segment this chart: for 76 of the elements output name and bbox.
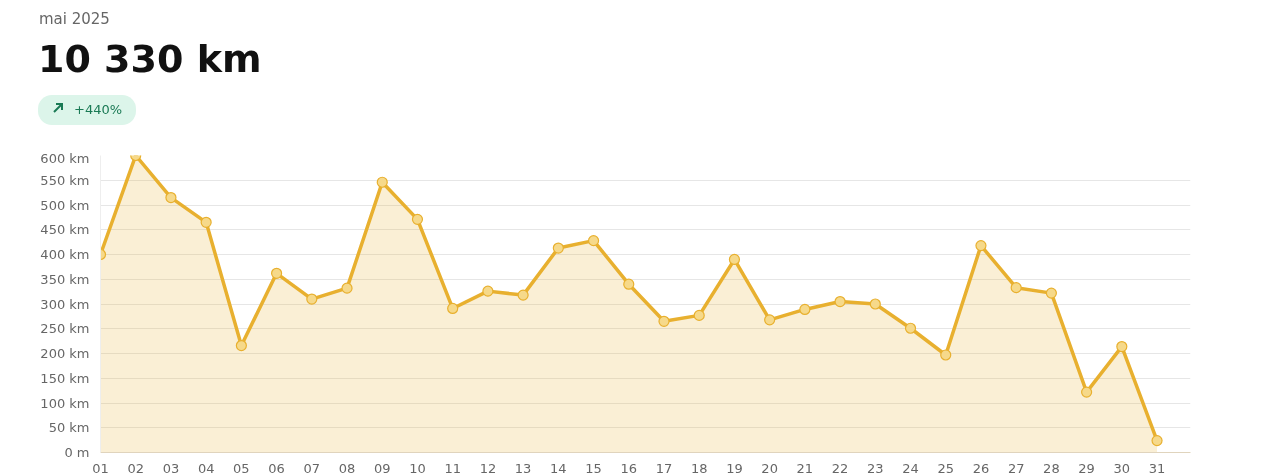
y-tick-label: 400 km (40, 247, 90, 262)
x-tick-label: 24 (902, 460, 919, 474)
y-tick-label: 150 km (40, 370, 90, 386)
point (623, 278, 635, 290)
y-tick-label: 500 km (40, 197, 90, 213)
point (940, 349, 952, 361)
y-tick-label: 350 km (40, 271, 90, 287)
x-tick-label: 11 (444, 460, 461, 474)
x-tick-label: 16 (620, 460, 638, 474)
x-tick-label: 18 (690, 460, 708, 474)
point (728, 253, 741, 266)
x-tick-label: 08 (338, 460, 356, 474)
point (270, 267, 283, 279)
point (658, 315, 670, 327)
x-tick-label: 31 (1148, 460, 1166, 474)
point (235, 339, 247, 352)
x-tick-label: 20 (761, 460, 778, 474)
point (341, 282, 353, 294)
y-tick-label: 0 m (64, 445, 90, 460)
point (587, 235, 600, 247)
y-tick-label: 250 km (40, 321, 90, 337)
point (1116, 340, 1128, 353)
x-tick-label: 27 (1007, 460, 1025, 474)
point (200, 216, 212, 228)
y-tick-label: 200 km (40, 346, 90, 361)
x-tick-label: 29 (1078, 460, 1095, 474)
point (693, 309, 705, 321)
text: +440% (38, 94, 137, 126)
point (1151, 435, 1163, 447)
point (834, 295, 846, 308)
x-tick-label: 13 (514, 460, 532, 474)
x-tick-label: 09 (373, 460, 391, 474)
point (376, 176, 388, 188)
x-tick-label: 07 (303, 460, 321, 474)
x-tick-label: 21 (796, 460, 814, 474)
chart-title: 10 330 km (38, 36, 262, 84)
point (517, 289, 529, 301)
x-tick-label: 30 (1113, 460, 1131, 474)
point (904, 322, 917, 334)
x-tick-label: 17 (655, 460, 673, 474)
x-tick-label: 03 (162, 460, 180, 474)
point (165, 191, 177, 204)
y-tick-label: 300 km (40, 296, 90, 312)
point (1045, 287, 1057, 299)
x-tick-label: 02 (127, 460, 144, 474)
x-tick-label: 01 (92, 460, 109, 474)
x-tick-label: 15 (585, 460, 602, 474)
x-tick-label: 14 (550, 460, 567, 474)
x-tick-label: 04 (197, 460, 215, 474)
x-tick-label: 05 (233, 460, 250, 474)
x-tick-label: 19 (726, 460, 743, 474)
x-tick-label: 06 (268, 460, 285, 474)
point (764, 314, 776, 326)
point (975, 240, 987, 252)
chart-subtitle: mai 2025 (39, 9, 111, 30)
point (306, 293, 318, 305)
y-tick-label: 550 km (40, 172, 90, 188)
x-tick-label: 25 (937, 460, 955, 474)
point (447, 302, 459, 315)
x-tick-label: 12 (479, 460, 497, 474)
x-tick-label: 28 (1043, 460, 1060, 474)
x-tick-label: 23 (867, 460, 884, 474)
point (1081, 386, 1093, 398)
point (552, 242, 564, 254)
y-tick-label: 50 km (48, 420, 90, 436)
x-tick-label: 22 (831, 460, 849, 474)
point (869, 298, 881, 310)
point (482, 285, 494, 297)
x-tick-label: 26 (972, 460, 990, 474)
point (1010, 282, 1022, 294)
x-tick-label: 10 (409, 460, 426, 474)
point (799, 303, 811, 316)
y-tick-label: 450 km (40, 222, 90, 238)
y-tick-label: 100 km (40, 395, 90, 411)
y-tick-label: 600 km (40, 150, 90, 166)
point (411, 213, 424, 225)
